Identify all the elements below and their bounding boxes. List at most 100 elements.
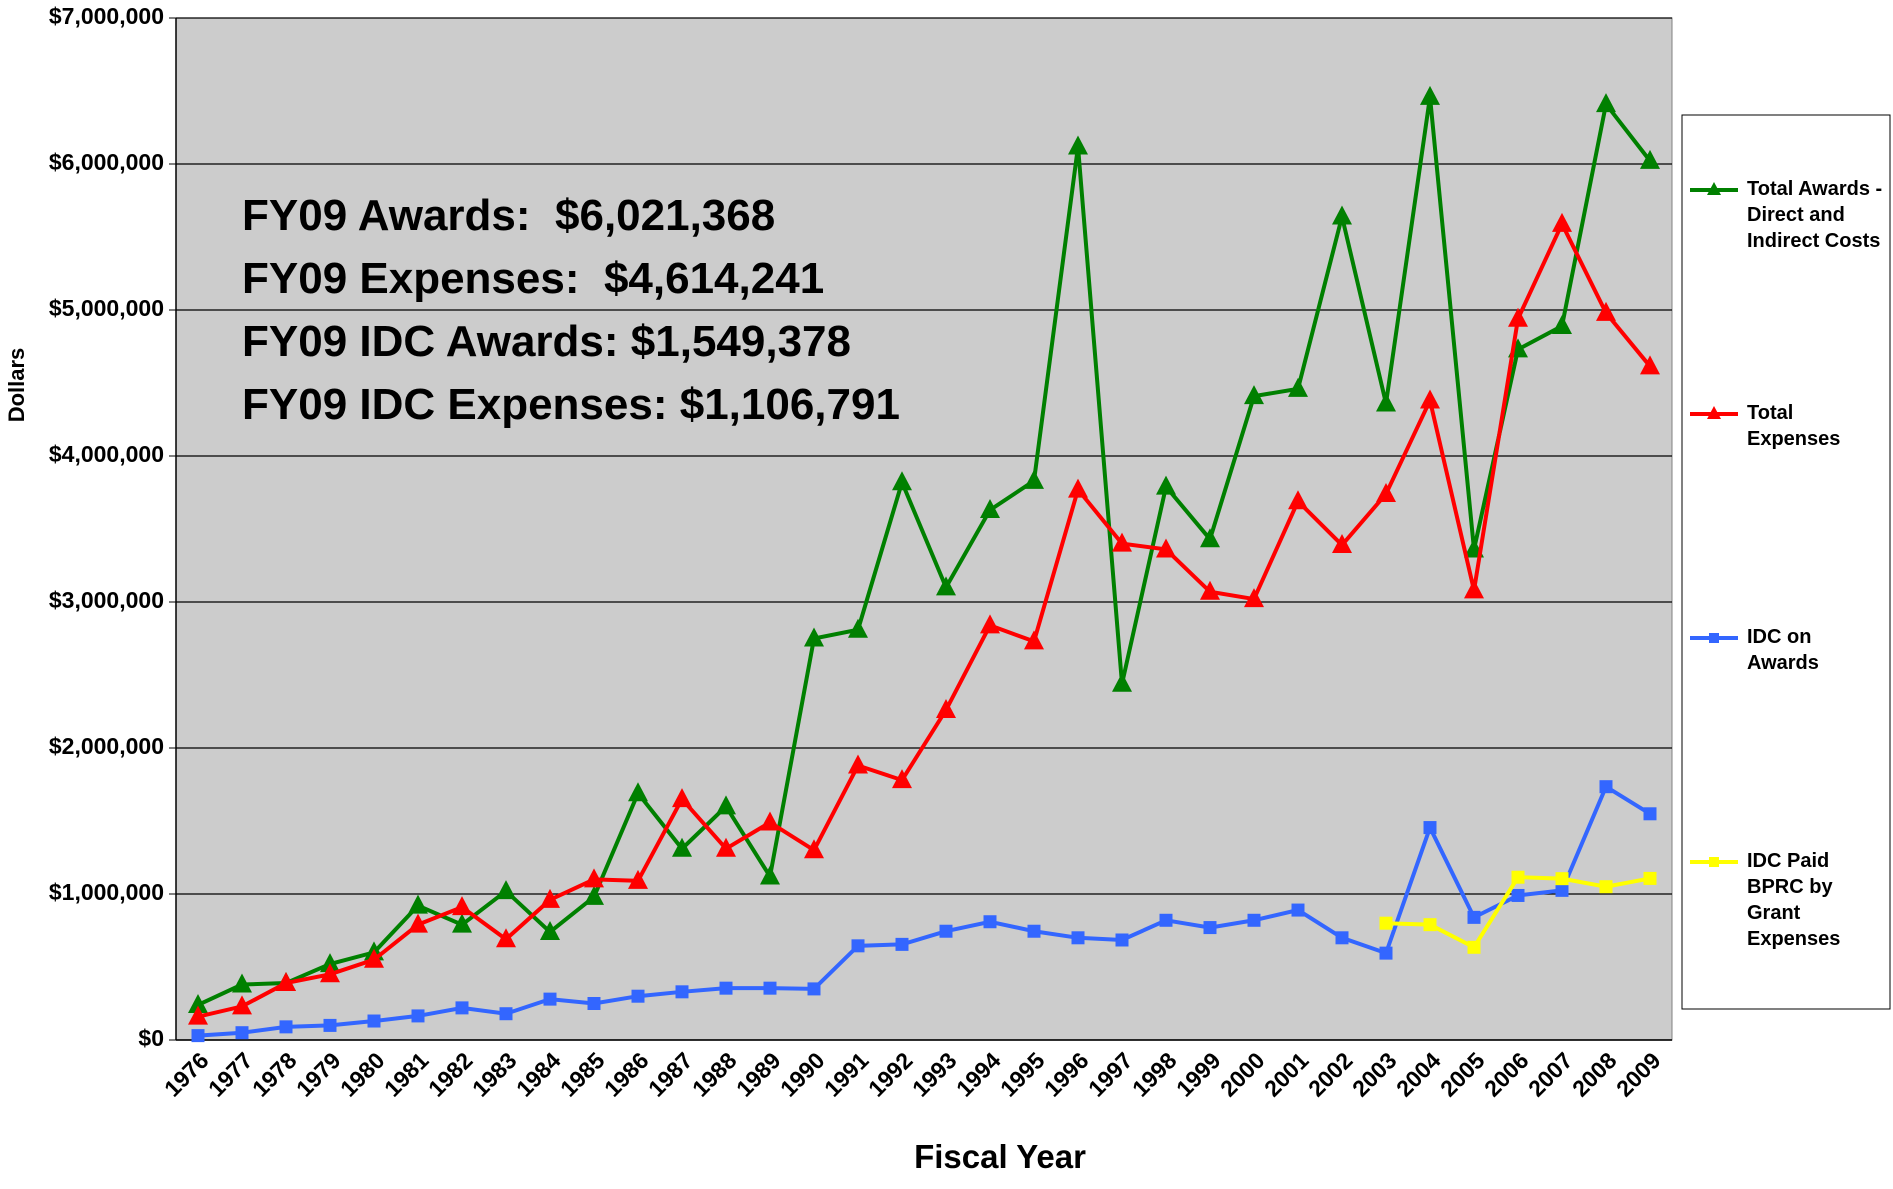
marker xyxy=(1024,469,1044,489)
y-tick-label: $5,000,000 xyxy=(49,295,164,321)
marker xyxy=(496,928,516,948)
marker xyxy=(1511,870,1525,884)
marker xyxy=(1071,931,1085,945)
marker xyxy=(939,924,953,938)
x-axis-label: Fiscal Year xyxy=(914,1138,1086,1175)
marker xyxy=(276,972,296,992)
marker xyxy=(892,769,912,789)
series-line xyxy=(197,783,1652,1038)
x-tick-label: 1991 xyxy=(819,1047,874,1102)
marker xyxy=(983,915,997,929)
marker xyxy=(807,982,821,996)
marker xyxy=(499,1007,513,1021)
marker xyxy=(672,837,692,857)
x-tick-label: 1987 xyxy=(643,1047,698,1102)
marker xyxy=(1068,478,1088,498)
legend-marker xyxy=(1707,406,1721,419)
x-tick-label: 1990 xyxy=(775,1047,830,1102)
marker xyxy=(631,989,645,1003)
x-tick-label: 1985 xyxy=(555,1047,610,1102)
marker xyxy=(1112,672,1132,692)
x-tick-label: 1983 xyxy=(467,1047,522,1102)
x-tick-label: 1982 xyxy=(423,1047,478,1102)
marker xyxy=(1288,377,1308,397)
legend-label: Total Expenses xyxy=(1747,402,1841,450)
marker xyxy=(540,888,560,908)
marker xyxy=(1112,532,1132,552)
marker xyxy=(675,985,689,999)
marker xyxy=(804,839,824,859)
marker xyxy=(760,811,780,831)
y-tick-label: $3,000,000 xyxy=(49,587,164,613)
marker xyxy=(320,963,340,983)
marker xyxy=(892,471,912,491)
marker xyxy=(191,1029,205,1043)
x-tick-label: 1995 xyxy=(995,1047,1050,1102)
marker xyxy=(980,499,1000,519)
marker xyxy=(895,937,909,951)
marker xyxy=(1599,880,1613,894)
marker xyxy=(1068,135,1088,155)
marker xyxy=(1640,149,1660,169)
marker xyxy=(1291,903,1305,917)
marker xyxy=(1288,490,1308,510)
marker xyxy=(1552,212,1572,232)
marker xyxy=(848,618,868,638)
marker xyxy=(763,981,777,995)
y-tick-label: $6,000,000 xyxy=(49,149,164,175)
legend-label: IDC Paid BPRC by Grant Expenses xyxy=(1747,850,1841,950)
marker xyxy=(1024,630,1044,650)
marker xyxy=(408,894,428,914)
marker xyxy=(188,1005,208,1025)
marker xyxy=(1420,85,1440,105)
marker xyxy=(587,997,601,1010)
marker xyxy=(1643,871,1657,885)
annotation: FY09 Awards: $6,021,368 xyxy=(242,191,775,240)
annotation: FY09 IDC Expenses: $1,106,791 xyxy=(242,380,900,429)
marker xyxy=(496,880,516,900)
marker xyxy=(455,1001,469,1015)
marker xyxy=(1244,385,1264,405)
marker xyxy=(1159,913,1173,927)
x-tick-label: 1977 xyxy=(203,1047,258,1102)
marker xyxy=(232,995,252,1015)
x-tick-label: 1979 xyxy=(291,1047,346,1102)
y-tick-label: $1,000,000 xyxy=(49,879,164,905)
marker xyxy=(235,1026,249,1040)
x-tick-label: 1988 xyxy=(687,1047,742,1102)
y-tick-label: $0 xyxy=(138,1025,164,1051)
annotation: FY09 IDC Awards: $1,549,378 xyxy=(242,317,851,366)
marker xyxy=(1467,940,1481,954)
y-axis-label: Dollars xyxy=(4,348,29,423)
marker xyxy=(628,869,648,889)
marker xyxy=(1027,924,1041,938)
marker xyxy=(848,754,868,774)
legend-marker xyxy=(1709,633,1719,643)
marker xyxy=(543,992,557,1006)
marker xyxy=(1640,355,1660,375)
marker xyxy=(452,896,472,916)
marker xyxy=(1156,538,1176,558)
marker xyxy=(672,788,692,808)
marker xyxy=(320,953,340,973)
marker xyxy=(1596,301,1616,321)
marker xyxy=(279,1020,293,1034)
marker xyxy=(1423,821,1437,835)
x-tick-label: 2002 xyxy=(1303,1047,1358,1102)
x-tick-label: 1984 xyxy=(511,1047,566,1102)
marker xyxy=(452,913,472,933)
annotation: FY09 Expenses: $4,614,241 xyxy=(242,254,824,303)
legend-marker xyxy=(1709,857,1719,867)
marker xyxy=(851,939,865,953)
x-tick-label: 2005 xyxy=(1435,1047,1490,1102)
marker xyxy=(411,1009,425,1023)
marker xyxy=(628,782,648,802)
y-tick-label: $4,000,000 xyxy=(49,441,164,467)
x-tick-label: 1994 xyxy=(951,1047,1006,1102)
x-tick-label: 1989 xyxy=(731,1047,786,1102)
marker xyxy=(1156,475,1176,495)
plot-area xyxy=(175,17,1673,1041)
marker xyxy=(323,1018,337,1032)
marker xyxy=(1335,931,1349,945)
